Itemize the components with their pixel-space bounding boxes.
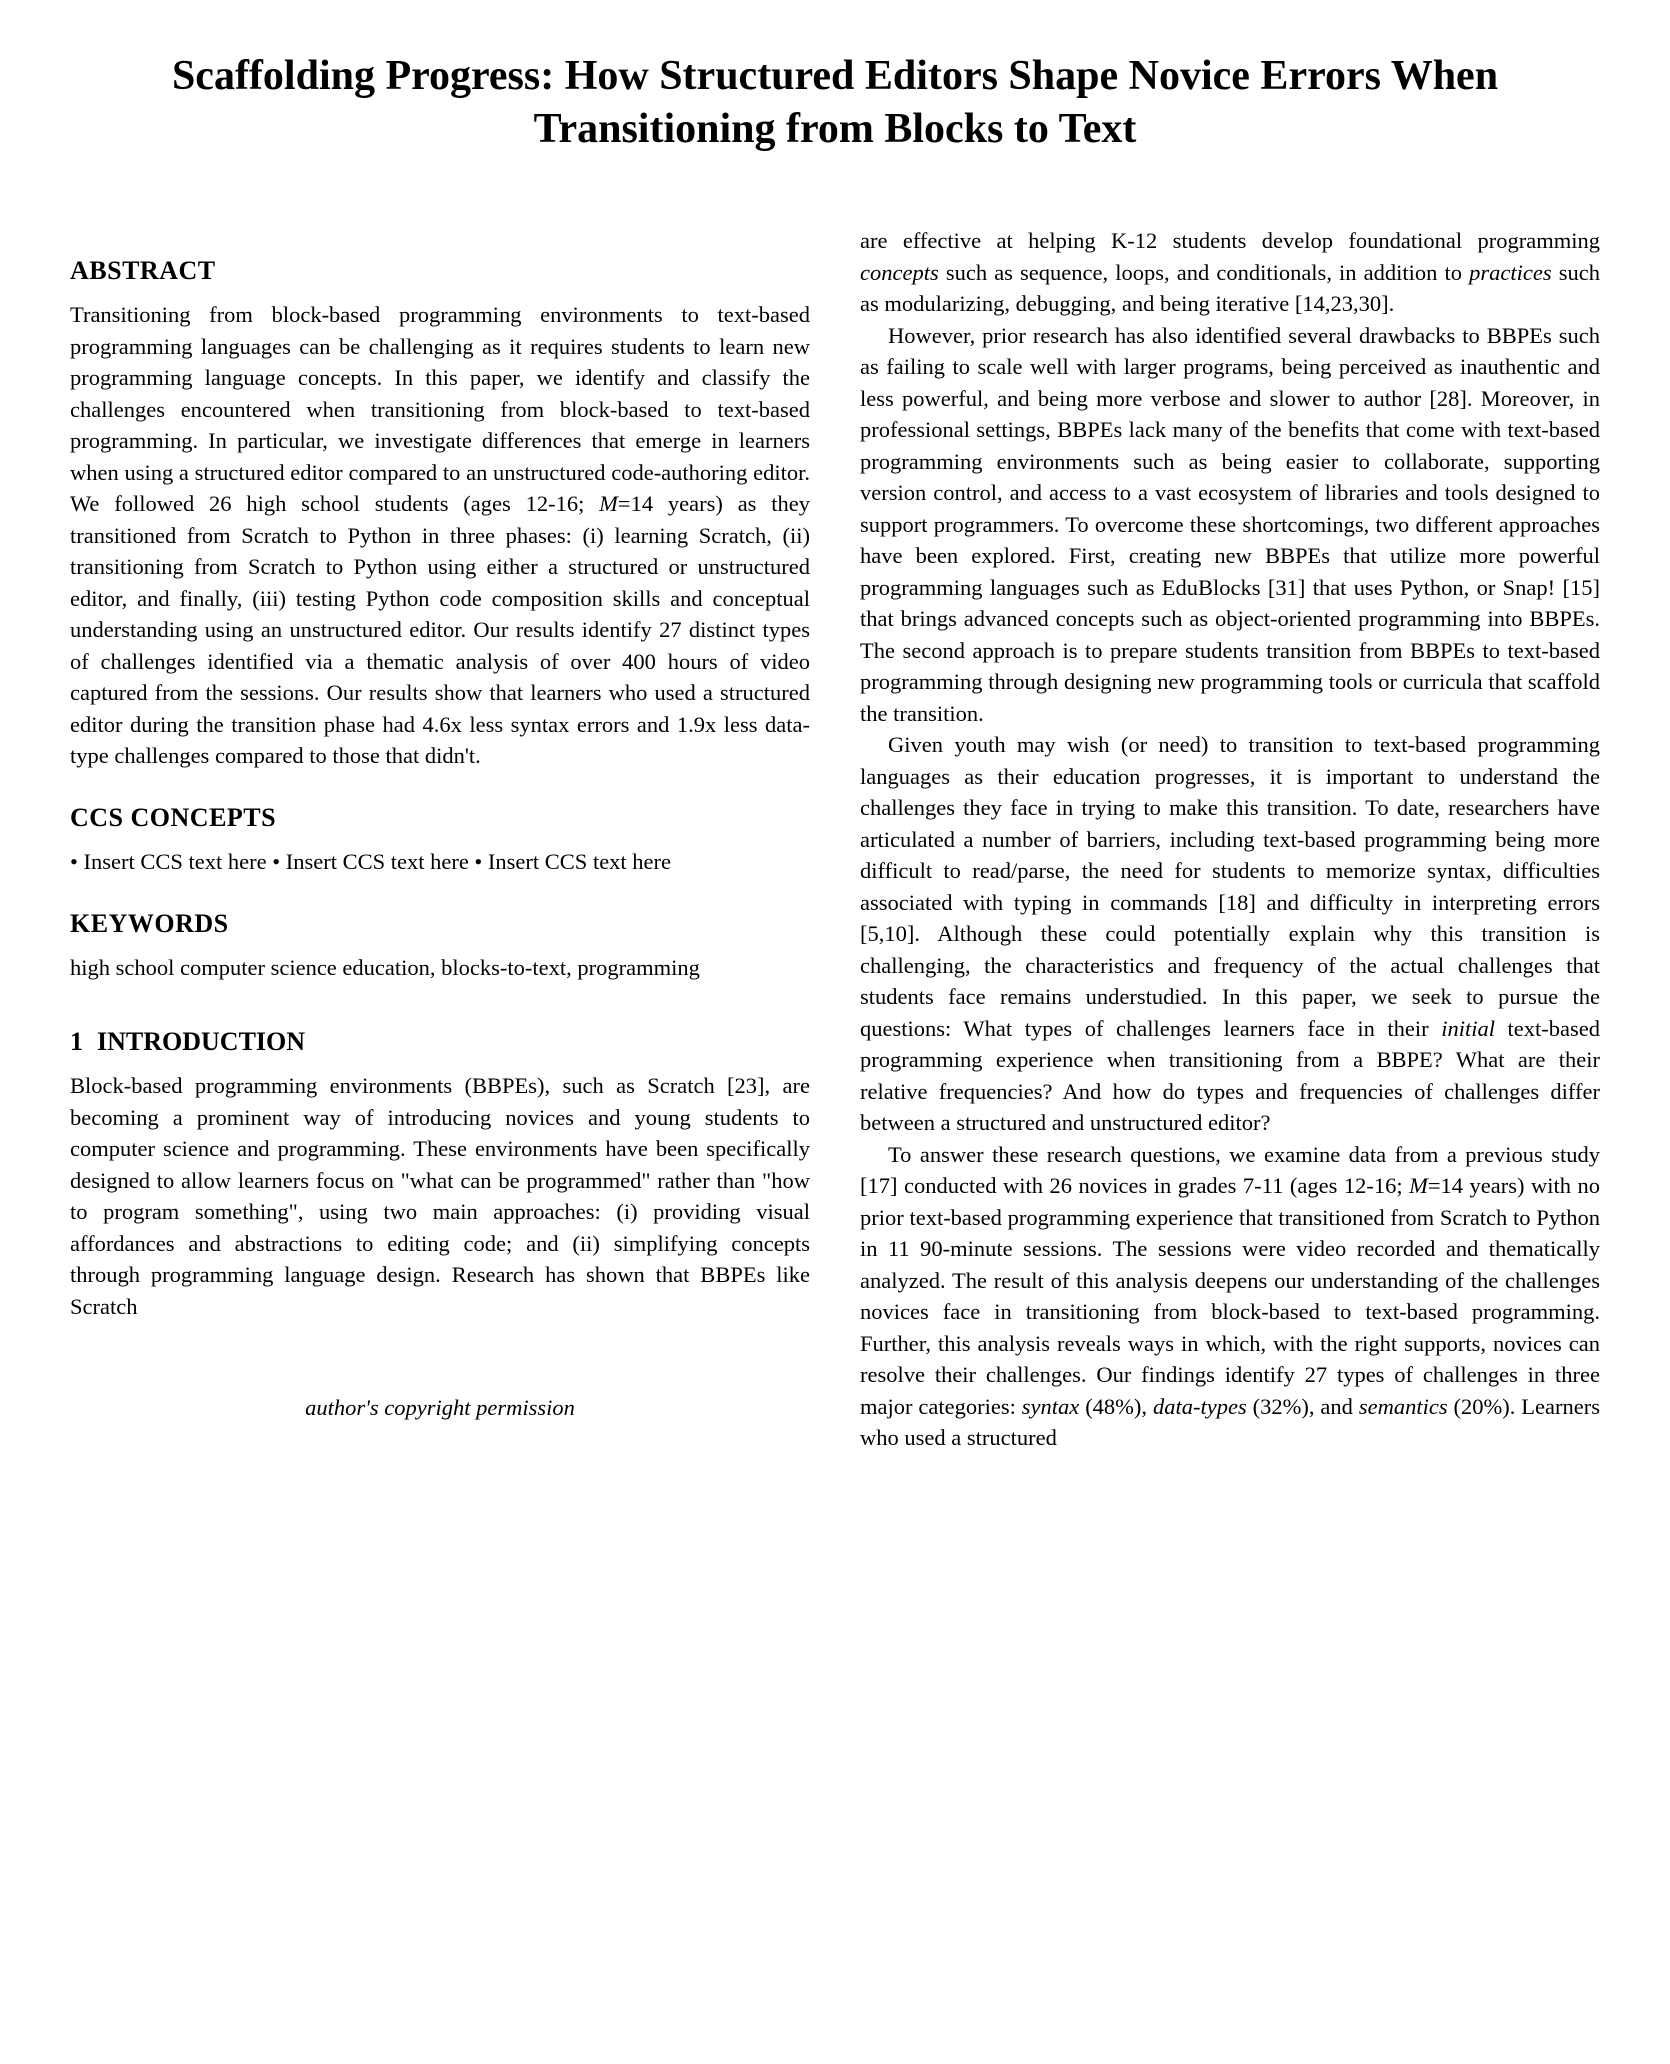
two-column-layout: ABSTRACT Transitioning from block-based …: [70, 225, 1600, 1454]
col2-p1-concepts: concepts: [860, 260, 939, 285]
col2-p4-syntax: syntax: [1022, 1394, 1079, 1419]
col2-p2: However, prior research has also identif…: [860, 320, 1600, 730]
ccs-heading: CCS CONCEPTS: [70, 800, 810, 836]
col2-p4-datatypes: data-types: [1153, 1394, 1247, 1419]
paper-title: Scaffolding Progress: How Structured Edi…: [135, 50, 1535, 155]
intro-title: INTRODUCTION: [97, 1027, 305, 1056]
col2-p4-m: M: [1409, 1173, 1428, 1198]
col2-p4: To answer these research questions, we e…: [860, 1139, 1600, 1454]
col2-p1-b: such as sequence, loops, and conditional…: [939, 260, 1469, 285]
col2-p1-a: are effective at helping K-12 students d…: [860, 228, 1600, 253]
col2-p4-d: (32%), and: [1247, 1394, 1359, 1419]
col2-p3-a: Given youth may wish (or need) to transi…: [860, 732, 1600, 1041]
intro-number: 1: [70, 1024, 83, 1060]
intro-p1: Block-based programming environments (BB…: [70, 1070, 810, 1322]
copyright-notice: author's copyright permission: [70, 1392, 810, 1424]
abstract-body: Transitioning from block-based programmi…: [70, 299, 810, 772]
abstract-m: M: [599, 491, 618, 516]
col2-p3-initial: initial: [1441, 1016, 1495, 1041]
col2-p4-semantics: semantics: [1359, 1394, 1448, 1419]
keywords-body: high school computer science education, …: [70, 952, 810, 984]
col2-p1-practices: practices: [1469, 260, 1551, 285]
abstract-text-1: Transitioning from block-based programmi…: [70, 302, 810, 516]
col2-p4-b: =14 years) with no prior text-based prog…: [860, 1173, 1600, 1419]
intro-heading: 1 INTRODUCTION: [70, 1024, 810, 1060]
col2-p4-c: (48%),: [1079, 1394, 1153, 1419]
col2-p1: are effective at helping K-12 students d…: [860, 225, 1600, 320]
col2-p3: Given youth may wish (or need) to transi…: [860, 729, 1600, 1139]
ccs-body: • Insert CCS text here • Insert CCS text…: [70, 846, 810, 878]
abstract-heading: ABSTRACT: [70, 253, 810, 289]
keywords-heading: KEYWORDS: [70, 906, 810, 942]
abstract-text-2: =14 years) as they transitioned from Scr…: [70, 491, 810, 768]
